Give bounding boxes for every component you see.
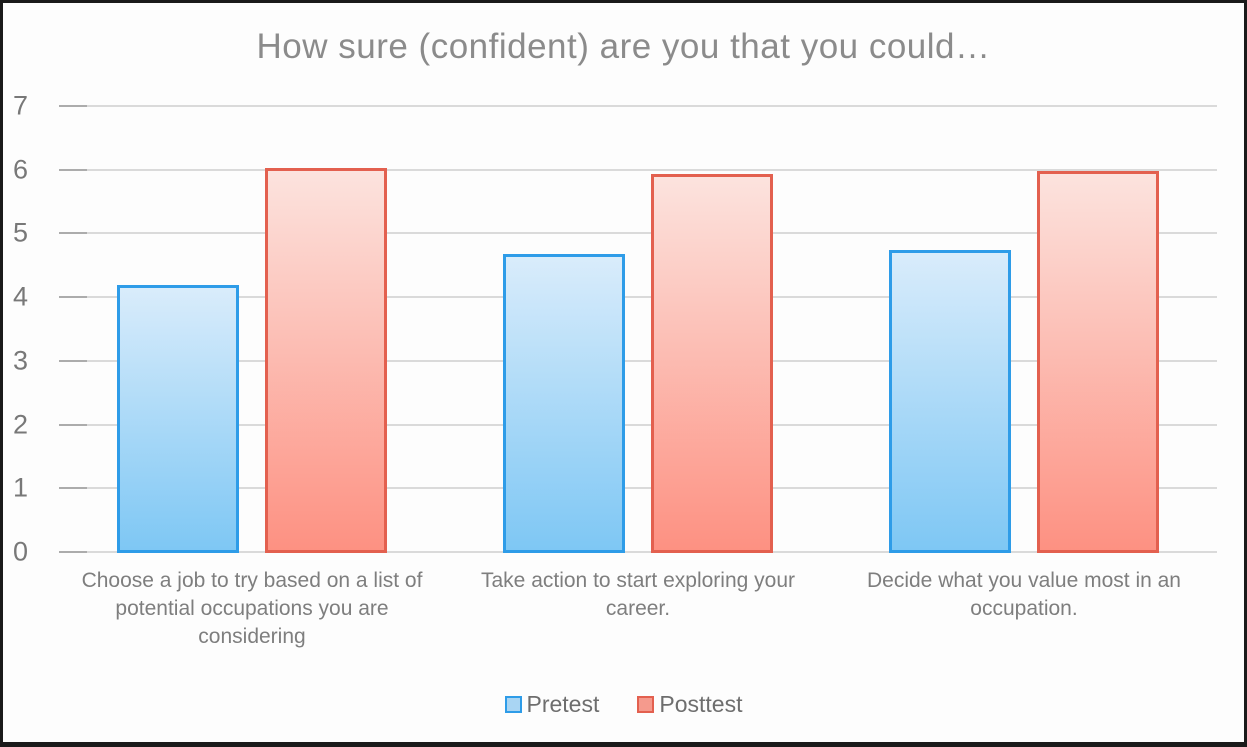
pretest-bar [503, 253, 625, 553]
y-tick [59, 423, 87, 426]
gridline-y7: 7 [13, 91, 1217, 121]
y-tick [59, 487, 87, 490]
y-axis-tick-label: 2 [13, 409, 29, 440]
legend-label: Pretest [526, 691, 600, 717]
posttest-bar [651, 173, 773, 553]
y-axis-tick-label: 6 [13, 154, 29, 185]
chart-title: How sure (confident) are you that you co… [256, 27, 991, 66]
gridline-y2: 2 [13, 409, 1217, 439]
y-axis-tick-label: 4 [13, 281, 29, 312]
y-tick [59, 359, 87, 362]
y-tick [59, 105, 87, 107]
gridline-y6: 6 [13, 154, 1217, 184]
gridline-y5: 5 [13, 218, 1217, 248]
gridline-y0: 0 [13, 537, 1217, 567]
posttest-swatch-icon [637, 696, 655, 713]
y-axis-tick-label: 7 [13, 90, 29, 121]
y-tick [59, 232, 87, 235]
legend: Pretest Posttest [3, 691, 1244, 718]
legend-item-pretest: Pretest [504, 691, 600, 718]
category-label-3: Decide what you value most in an occupat… [866, 569, 1181, 620]
pretest-bar [117, 285, 239, 553]
bar-groups [59, 107, 1217, 553]
legend-label: Posttest [659, 691, 743, 717]
gridline-y3: 3 [13, 345, 1217, 375]
bar-group-1 [59, 107, 445, 553]
category-label-1: Choose a job to try based on a list of p… [81, 569, 423, 648]
bar-group-2 [445, 107, 831, 553]
y-tick [59, 551, 87, 553]
y-axis-tick-label: 3 [13, 345, 29, 376]
pretest-swatch-icon [504, 696, 522, 713]
y-axis-tick-label: 1 [13, 472, 29, 503]
plot-area: 0 1 2 3 4 5 6 7 [13, 91, 1217, 567]
y-tick [59, 296, 87, 299]
gridline-y1: 1 [13, 473, 1217, 503]
gridline-y4: 4 [13, 282, 1217, 312]
y-tick [59, 168, 87, 171]
bar-group-3 [831, 107, 1217, 553]
y-axis-tick-label: 5 [13, 217, 29, 248]
category-label-2: Take action to start exploring your care… [481, 569, 795, 620]
posttest-bar [1037, 170, 1159, 553]
pretest-bar [889, 250, 1011, 553]
y-axis-tick-label: 0 [13, 536, 29, 567]
legend-item-posttest: Posttest [637, 691, 742, 718]
category-axis: Choose a job to try based on a list of p… [59, 567, 1217, 651]
posttest-bar [265, 167, 387, 553]
